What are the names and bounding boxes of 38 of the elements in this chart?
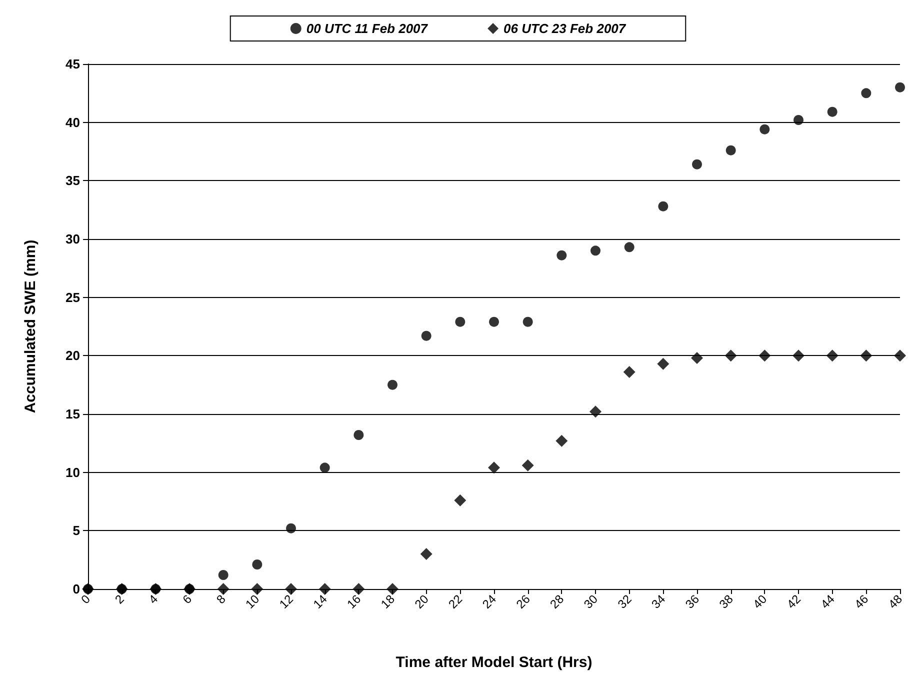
y-tick-label: 20 — [66, 348, 80, 364]
x-tick-label: 20 — [412, 592, 432, 612]
x-tick-label: 12 — [276, 592, 296, 612]
x-tick-label: 24 — [480, 592, 500, 612]
x-tick-label: 4 — [146, 592, 161, 607]
x-tick-label: 18 — [378, 592, 398, 612]
x-tick-label: 28 — [547, 592, 567, 612]
x-tick-label: 2 — [112, 592, 128, 607]
legend-label: 06 UTC 23 Feb 2007 — [504, 21, 626, 36]
x-tick-label: 14 — [310, 592, 330, 612]
x-axis-title: Time after Model Start (Hrs) — [396, 654, 592, 671]
y-tick-label: 40 — [66, 114, 80, 130]
x-tick-label: 40 — [750, 592, 770, 612]
legend-label: 00 UTC 11 Feb 2007 — [306, 21, 428, 36]
x-tick-label: 44 — [818, 592, 838, 612]
x-tick-label: 36 — [682, 592, 702, 612]
x-tick-label: 22 — [446, 592, 466, 612]
x-tick-label: 34 — [648, 592, 668, 612]
y-tick-label: 0 — [72, 582, 80, 596]
y-tick-label: 10 — [66, 464, 80, 480]
x-tick-label: 30 — [581, 592, 601, 612]
y-tick-label: 15 — [66, 406, 80, 422]
y-tick-label: 45 — [66, 56, 80, 72]
y-axis-title: Accumulated SWE (mm) — [22, 240, 39, 414]
x-tick-label: 42 — [784, 592, 804, 612]
x-tick-label: 8 — [214, 592, 229, 607]
x-tick-label: 16 — [344, 592, 364, 612]
x-tick-label: 48 — [886, 592, 906, 612]
y-tick-label: 25 — [66, 290, 80, 305]
x-tick-label: 32 — [614, 592, 635, 612]
x-tick-label: 6 — [180, 592, 195, 607]
x-tick-label: 26 — [513, 592, 534, 612]
y-tick-label: 30 — [66, 232, 80, 246]
x-tick-label: 46 — [852, 592, 872, 612]
x-tick-label: 10 — [242, 592, 262, 612]
y-tick-label: 35 — [66, 173, 80, 188]
y-tick-label: 5 — [72, 523, 80, 538]
x-tick-label: 38 — [716, 592, 736, 612]
